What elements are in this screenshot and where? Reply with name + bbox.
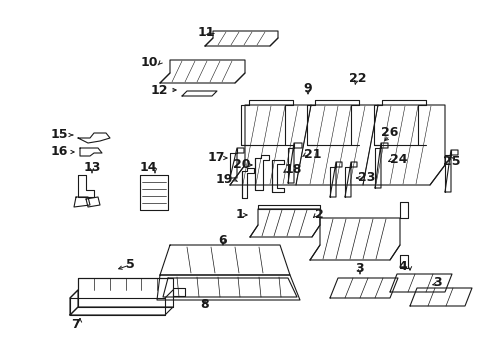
Text: 10: 10 <box>140 57 158 69</box>
Text: 3: 3 <box>355 261 364 274</box>
Text: 13: 13 <box>83 162 101 175</box>
Text: 22: 22 <box>348 72 366 85</box>
Text: 21: 21 <box>304 148 321 162</box>
Text: 26: 26 <box>381 126 398 139</box>
Text: 3: 3 <box>433 275 442 288</box>
Text: 8: 8 <box>200 298 209 311</box>
Text: 1: 1 <box>235 208 244 221</box>
Text: 12: 12 <box>150 84 168 96</box>
Text: 11: 11 <box>197 27 215 40</box>
Text: 9: 9 <box>303 81 312 94</box>
Text: 7: 7 <box>70 318 79 330</box>
Text: 20: 20 <box>232 158 249 171</box>
Text: 15: 15 <box>50 129 68 141</box>
Text: 25: 25 <box>442 156 460 168</box>
Text: 16: 16 <box>51 145 68 158</box>
Text: 18: 18 <box>285 163 302 176</box>
Text: 14: 14 <box>139 162 157 175</box>
Text: 23: 23 <box>357 171 375 184</box>
Text: 6: 6 <box>218 234 227 247</box>
Text: 17: 17 <box>207 152 224 165</box>
Text: 2: 2 <box>314 208 323 221</box>
Text: 24: 24 <box>389 153 407 166</box>
Text: 5: 5 <box>125 258 134 271</box>
Text: 19: 19 <box>215 174 232 186</box>
Text: 4: 4 <box>398 261 407 274</box>
